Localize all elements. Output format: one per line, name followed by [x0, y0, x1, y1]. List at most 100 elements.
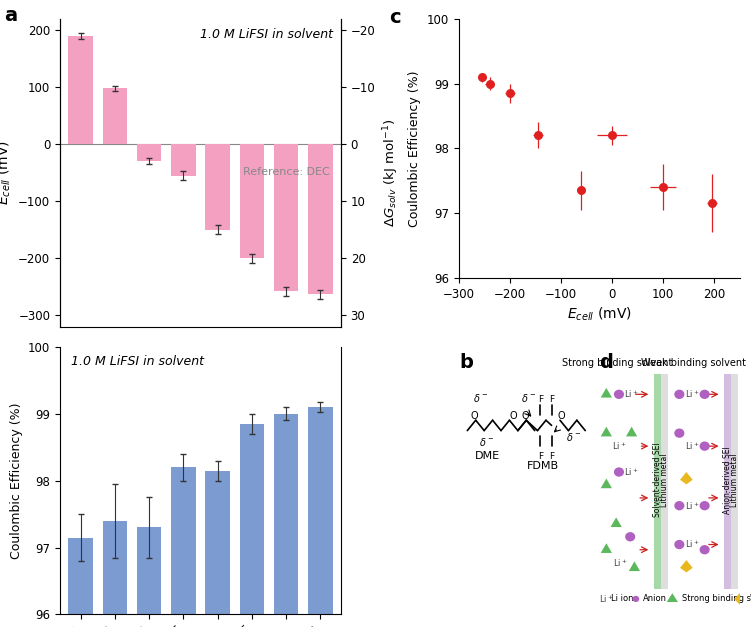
Text: −: − [675, 389, 683, 399]
Text: Weak binding solvent: Weak binding solvent [641, 358, 746, 368]
Text: Li$^+$: Li$^+$ [685, 500, 699, 512]
Text: Lithium metal: Lithium metal [660, 453, 669, 507]
Polygon shape [734, 593, 745, 604]
Circle shape [614, 467, 624, 477]
Text: −: − [701, 501, 709, 510]
Bar [308, 144, 333, 294]
Bar [103, 521, 127, 627]
Text: Li$^+$: Li$^+$ [599, 593, 614, 605]
Text: −: − [675, 501, 683, 510]
Circle shape [625, 532, 635, 542]
Polygon shape [611, 517, 622, 527]
Text: −: − [675, 540, 683, 549]
Text: Weak binding solvent: Weak binding solvent [749, 594, 751, 603]
Text: −: − [675, 428, 683, 438]
Bar [240, 144, 264, 258]
Text: −: − [632, 594, 640, 603]
Bar [274, 414, 298, 627]
Text: Li ion: Li ion [611, 594, 633, 603]
Bar [308, 407, 333, 627]
Text: −: − [701, 389, 709, 399]
Circle shape [700, 501, 710, 510]
Text: 1.0 M LiFSI in solvent: 1.0 M LiFSI in solvent [200, 28, 333, 41]
Circle shape [700, 389, 710, 399]
Text: Lithium metal: Lithium metal [730, 453, 739, 507]
Text: b: b [459, 353, 473, 372]
Bar [724, 374, 731, 589]
Text: Reference: DEC: Reference: DEC [243, 167, 330, 177]
Text: F: F [549, 452, 554, 461]
Circle shape [700, 441, 710, 451]
Circle shape [700, 545, 710, 554]
Bar [171, 144, 196, 176]
Bar [171, 467, 196, 627]
Bar [654, 374, 661, 589]
Text: 1.0 M LiFSI in solvent: 1.0 M LiFSI in solvent [71, 355, 204, 368]
Text: Li$^+$: Li$^+$ [613, 557, 628, 569]
Text: Li$^+$: Li$^+$ [685, 440, 699, 452]
Text: Anion: Anion [643, 594, 667, 603]
Text: O: O [557, 411, 566, 421]
Bar [205, 471, 230, 627]
X-axis label: $E_{cell}$ (mV): $E_{cell}$ (mV) [567, 306, 632, 324]
Polygon shape [601, 388, 612, 398]
Text: −: − [615, 389, 623, 399]
Polygon shape [629, 561, 640, 571]
Text: O: O [471, 411, 478, 421]
Text: FDMB: FDMB [527, 461, 559, 472]
Text: $\delta^-$: $\delta^-$ [566, 431, 581, 443]
Bar [274, 144, 298, 292]
Text: F: F [538, 452, 543, 461]
Text: O: O [510, 411, 517, 421]
Text: $\delta^-$: $\delta^-$ [473, 392, 488, 404]
Text: a: a [4, 6, 17, 26]
Polygon shape [601, 543, 612, 553]
Text: Li$^+$: Li$^+$ [685, 389, 699, 400]
Polygon shape [626, 427, 638, 436]
Text: d: d [599, 353, 613, 372]
Y-axis label: $\Delta G_{solv}$ (kJ mol$^{-1}$): $\Delta G_{solv}$ (kJ mol$^{-1}$) [381, 119, 400, 227]
Text: DME: DME [475, 451, 499, 461]
Y-axis label: Coulombic Efficiency (%): Coulombic Efficiency (%) [10, 403, 23, 559]
Text: −: − [615, 467, 623, 477]
Text: Li$^+$: Li$^+$ [611, 440, 626, 452]
Polygon shape [680, 472, 692, 484]
Text: Li$^+$: Li$^+$ [624, 466, 639, 478]
Circle shape [674, 428, 684, 438]
Text: F: F [549, 395, 554, 404]
Bar [731, 374, 738, 589]
Bar [68, 36, 93, 144]
Circle shape [632, 596, 639, 602]
Text: Strong binding solvent: Strong binding solvent [682, 594, 751, 603]
Text: Strong binding solvent: Strong binding solvent [562, 358, 673, 368]
Polygon shape [680, 560, 692, 572]
Polygon shape [601, 478, 612, 488]
Bar [137, 144, 161, 161]
Circle shape [614, 389, 624, 399]
Text: $\delta^-$: $\delta^-$ [520, 392, 535, 404]
Bar [103, 88, 127, 144]
Text: $\delta^-$: $\delta^-$ [478, 436, 493, 448]
Y-axis label: $E_{cell}$ (mV): $E_{cell}$ (mV) [0, 140, 13, 205]
Text: Li$^+$: Li$^+$ [624, 389, 639, 400]
Text: −: − [701, 441, 709, 451]
Polygon shape [667, 593, 678, 602]
Text: Solvent-derived SEI: Solvent-derived SEI [653, 443, 662, 517]
Text: −: − [626, 532, 635, 542]
Bar [240, 424, 264, 627]
Bar [137, 527, 161, 627]
Text: −: − [701, 545, 709, 555]
Circle shape [674, 540, 684, 549]
Circle shape [674, 501, 684, 510]
Text: Anion-derived SEI: Anion-derived SEI [723, 446, 732, 514]
Text: F: F [538, 395, 543, 404]
Bar [68, 537, 93, 627]
Polygon shape [601, 427, 612, 436]
Circle shape [674, 389, 684, 399]
Y-axis label: Coulombic Efficiency (%): Coulombic Efficiency (%) [409, 70, 421, 226]
Bar [661, 374, 668, 589]
Bar [205, 144, 230, 229]
Text: c: c [389, 8, 400, 28]
Text: O: O [521, 411, 529, 421]
Text: Li$^+$: Li$^+$ [685, 539, 699, 551]
